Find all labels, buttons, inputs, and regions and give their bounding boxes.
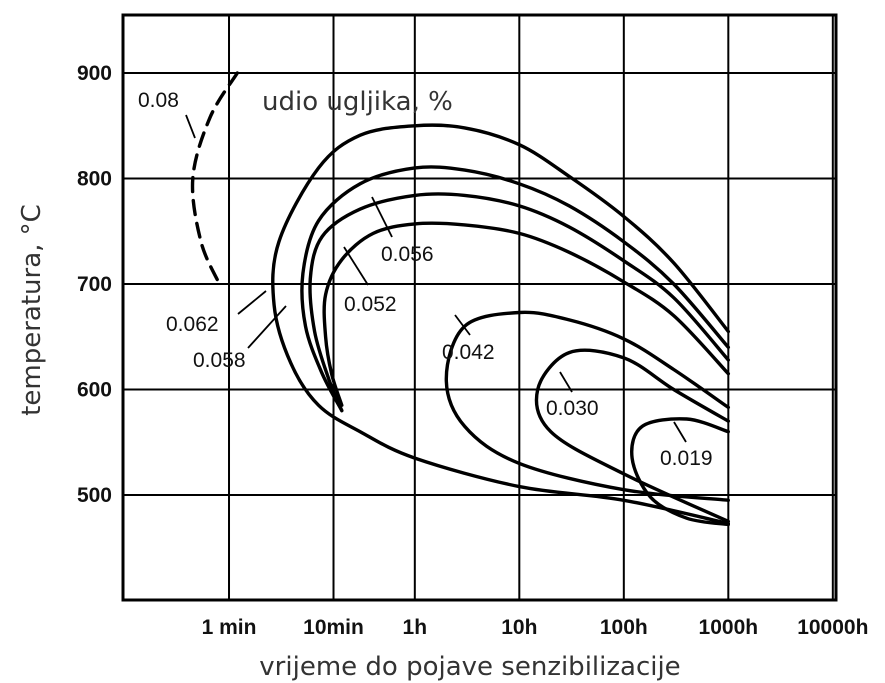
x-tick-label-1: 10min bbox=[303, 616, 364, 639]
annotation-text: udio ugljika, % bbox=[262, 87, 453, 117]
leader-line-0-08 bbox=[185, 114, 196, 139]
y-tick-label-4: 900 bbox=[77, 62, 112, 85]
curve-label-0-062: 0.062 bbox=[166, 313, 219, 336]
curve-label-0-08: 0.08 bbox=[138, 89, 179, 112]
leader-line-0-042 bbox=[454, 314, 471, 336]
curve-labels: 0.08 0.062 0.058 0.056 0.052 0.042 0.030 0.019 bbox=[138, 89, 713, 470]
leader-line-0-052 bbox=[343, 246, 369, 286]
y-tick-labels: 500 600 700 800 900 bbox=[77, 62, 112, 507]
x-tick-label-5: 1000h bbox=[699, 616, 759, 639]
y-axis-label: temperatura, °C bbox=[17, 204, 47, 416]
x-tick-label-0: 1 min bbox=[202, 616, 257, 639]
curve-0-056 bbox=[308, 192, 730, 413]
curve-0-062 bbox=[271, 123, 730, 526]
grid-lines bbox=[123, 15, 836, 600]
label-leaders bbox=[185, 114, 687, 443]
curve-label-0-042: 0.042 bbox=[442, 341, 495, 364]
curve-0-058 bbox=[300, 165, 730, 413]
plot-frame bbox=[121, 13, 838, 602]
curve-0-019 bbox=[630, 417, 730, 527]
curve-label-0-056: 0.056 bbox=[381, 243, 434, 266]
curve-label-0-030: 0.030 bbox=[546, 397, 599, 420]
curves bbox=[190, 71, 730, 527]
curve-label-0-019: 0.019 bbox=[660, 447, 713, 470]
curve-0-052 bbox=[322, 221, 730, 407]
x-tick-label-2: 1h bbox=[403, 616, 428, 639]
curve-label-0-052: 0.052 bbox=[344, 293, 397, 316]
y-tick-label-0: 500 bbox=[77, 484, 112, 507]
x-axis-label: vrijeme do pojave senzibilizacije bbox=[259, 652, 680, 682]
x-tick-label-6: 10000h bbox=[797, 616, 868, 639]
curve-label-0-058: 0.058 bbox=[193, 349, 246, 372]
x-tick-label-3: 10h bbox=[501, 616, 537, 639]
curve-0-042 bbox=[444, 310, 730, 502]
x-tick-label-4: 100h bbox=[600, 616, 648, 639]
x-tick-labels: 1 min 10min 1h 10h 100h 1000h 10000h bbox=[202, 616, 869, 639]
y-tick-label-2: 700 bbox=[77, 273, 112, 296]
leader-line-0-030 bbox=[559, 371, 573, 393]
leader-line-0-062 bbox=[237, 290, 267, 315]
curve-0-08 bbox=[190, 71, 239, 286]
y-tick-label-3: 800 bbox=[77, 168, 112, 191]
curve-0-030 bbox=[534, 348, 730, 524]
leader-line-0-058 bbox=[247, 305, 287, 349]
leader-line-0-019 bbox=[673, 421, 687, 443]
leader-line-0-056 bbox=[371, 196, 393, 238]
y-tick-label-1: 600 bbox=[77, 379, 112, 402]
